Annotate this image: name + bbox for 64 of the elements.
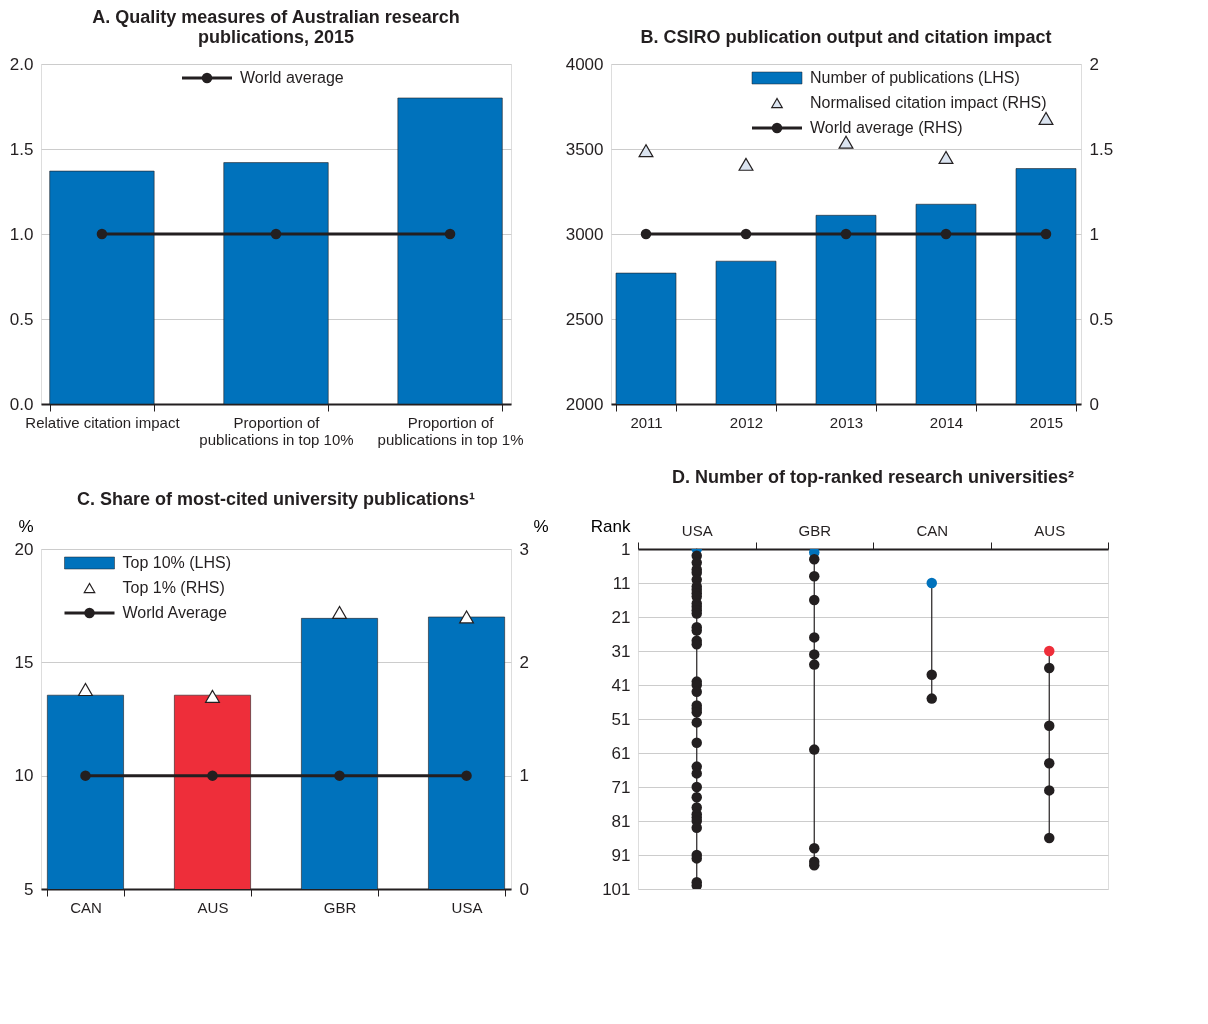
x-tick-label: Proportion of publications in top 10%: [199, 413, 354, 448]
x-tick-label: GBR: [798, 521, 832, 539]
legend-label: Top 10% (LHS): [122, 554, 231, 571]
legend-label: Normalised citation impact (RHS): [810, 94, 1047, 111]
y-tick-label: 4000: [565, 54, 604, 74]
y-tick-label: 10: [14, 766, 34, 786]
y-axis-title: %: [18, 516, 34, 536]
x-tick-label: 2015: [1029, 413, 1064, 431]
x-tick-label: Relative citation impact: [25, 413, 181, 431]
x-tick-label: USA: [681, 521, 713, 539]
x-tick-label: 2012: [729, 413, 764, 431]
x-tick-label: 2011: [630, 413, 663, 431]
y-tick-label: 101: [602, 879, 631, 899]
y-tick-label: 3500: [565, 139, 604, 159]
y-tick-label: 15: [14, 652, 34, 672]
y-tick-label: 0.5: [9, 309, 34, 329]
legend-label: World average: [240, 69, 344, 86]
legend-label: World average (RHS): [810, 119, 963, 136]
y2-tick-label: 1: [519, 766, 529, 786]
y-tick-label: 21: [611, 607, 631, 627]
y-tick-label: 71: [611, 777, 631, 797]
y2-tick-label: 1: [1089, 224, 1099, 244]
x-tick-label: USA: [451, 898, 483, 916]
x-tick-label: GBR: [323, 898, 357, 916]
y-tick-label: 1: [621, 539, 631, 559]
chart-title: A. Quality measures of Australian research publications, 2015: [92, 7, 460, 47]
y-tick-label: 1.0: [9, 224, 34, 244]
y-tick-label: 2.0: [9, 54, 34, 74]
x-tick-label: CAN: [70, 898, 102, 916]
x-tick-label: 2014: [929, 413, 964, 431]
x-tick-label: Proportion of publications in top 1%: [377, 413, 524, 448]
legend-label: Number of publications (LHS): [810, 69, 1020, 86]
y-tick-label: 3000: [565, 224, 604, 244]
y2-tick-label: 2: [519, 652, 529, 672]
y-tick-label: 0.0: [9, 394, 34, 414]
y-tick-label: 51: [611, 709, 631, 729]
y-tick-label: 41: [611, 675, 631, 695]
chart-title: B. CSIRO publication output and citation impact: [640, 27, 1052, 47]
y2-tick-label: 1.5: [1089, 139, 1114, 159]
y2-tick-label: 3: [519, 539, 529, 559]
chart-title: D. Number of top-ranked research universities²: [671, 467, 1075, 487]
y2-tick-label: 2: [1089, 54, 1099, 74]
y2-tick-label: 0.5: [1089, 309, 1114, 329]
y-tick-label: 31: [611, 641, 631, 661]
chart-title: C. Share of most-cited university publications¹: [76, 489, 476, 509]
x-tick-label: 2013: [829, 413, 864, 431]
x-tick-label: CAN: [916, 521, 949, 539]
y-tick-label: 2500: [565, 309, 604, 329]
y-tick-label: 2000: [565, 394, 604, 414]
y-tick-label: 91: [611, 845, 631, 865]
y-tick-label: 1.5: [9, 139, 34, 159]
y2-axis-title: %: [533, 516, 549, 536]
y-tick-label: 81: [611, 811, 631, 831]
y2-tick-label: 0: [1089, 394, 1099, 414]
x-tick-label: AUS: [1034, 521, 1066, 539]
y2-tick-label: 0: [519, 879, 529, 899]
y-axis-title: Rank: [590, 516, 631, 536]
y-tick-label: 11: [612, 573, 631, 593]
y-tick-label: 20: [14, 539, 34, 559]
y-tick-label: 61: [611, 743, 631, 763]
legend-label: Top 1% (RHS): [122, 579, 225, 596]
y-tick-label: 5: [24, 879, 34, 899]
x-tick-label: AUS: [197, 898, 229, 916]
legend-label: World Average: [122, 604, 227, 621]
